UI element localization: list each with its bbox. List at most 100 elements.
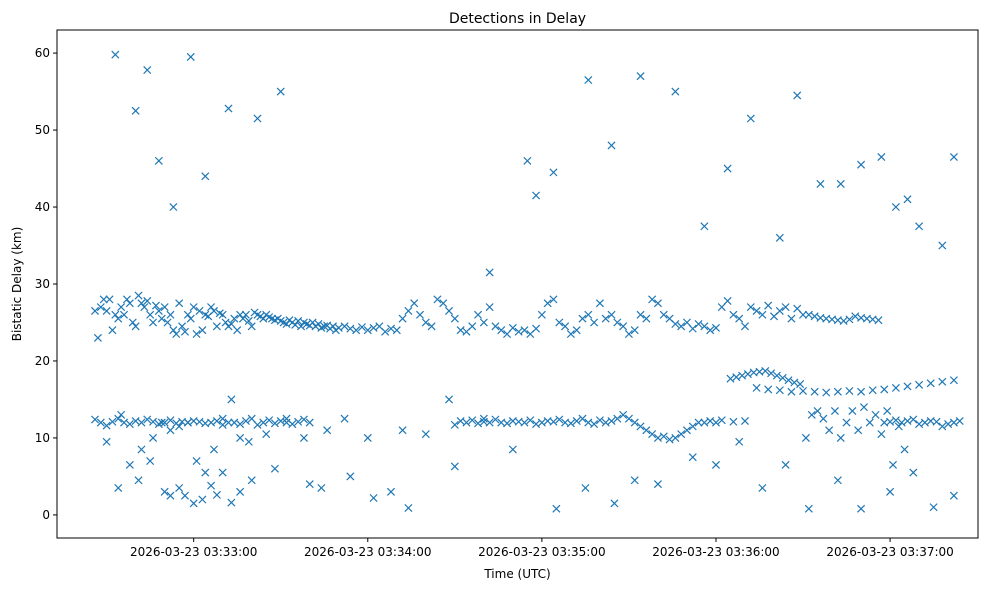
data-point — [224, 418, 233, 427]
data-point — [96, 303, 105, 312]
data-point — [270, 419, 279, 428]
data-point — [735, 314, 744, 323]
data-point — [929, 503, 938, 512]
data-point — [276, 416, 285, 426]
data-point — [949, 152, 958, 162]
data-point — [233, 326, 242, 335]
data-point — [886, 417, 895, 426]
data-point — [218, 310, 227, 319]
data-point — [270, 464, 279, 473]
data-point — [949, 491, 958, 500]
data-point — [903, 416, 912, 426]
data-point — [317, 483, 326, 492]
data-point — [282, 319, 291, 329]
data-point — [552, 504, 561, 513]
data-point — [244, 316, 253, 325]
data-point — [328, 322, 337, 331]
data-point — [253, 114, 262, 123]
data-point — [520, 326, 529, 335]
data-point — [241, 416, 250, 426]
y-axis-label: Bistatic Delay (km) — [10, 227, 24, 342]
data-point — [291, 320, 300, 329]
data-point — [630, 476, 639, 485]
data-point — [865, 418, 874, 427]
data-point — [209, 306, 219, 315]
data-point — [192, 457, 201, 466]
data-point — [810, 387, 819, 396]
data-point — [738, 371, 747, 380]
data-point — [859, 403, 868, 412]
data-point — [877, 430, 886, 439]
data-point — [682, 426, 691, 435]
data-point — [729, 417, 738, 426]
data-point — [799, 310, 808, 319]
data-point — [743, 370, 752, 379]
data-point — [877, 152, 886, 162]
data-point — [949, 376, 958, 385]
data-point — [108, 326, 117, 335]
y-tick-label: 50 — [35, 123, 50, 137]
data-point — [523, 156, 532, 165]
data-point — [166, 426, 175, 435]
data-point — [230, 418, 239, 427]
chart-title: Detections in Delay — [449, 11, 586, 27]
data-point — [297, 322, 306, 331]
data-point — [549, 417, 558, 426]
data-point — [120, 310, 129, 319]
data-point — [874, 316, 883, 325]
data-point — [259, 314, 268, 323]
data-point — [346, 472, 355, 481]
data-point — [175, 299, 184, 308]
data-point — [804, 504, 813, 513]
data-point — [671, 319, 680, 329]
data-point — [346, 324, 355, 333]
data-point — [778, 373, 787, 382]
data-point — [764, 385, 773, 394]
data-point — [90, 306, 100, 315]
x-axis-label: Time (UTC) — [483, 567, 550, 581]
data-point — [125, 460, 134, 469]
data-point — [688, 422, 697, 431]
data-point — [801, 433, 810, 442]
data-point — [909, 468, 918, 477]
data-point — [915, 420, 924, 429]
data-point — [561, 322, 570, 331]
data-point — [111, 310, 120, 319]
data-point — [265, 416, 274, 425]
data-point — [830, 406, 839, 416]
data-point — [900, 445, 909, 454]
data-point — [775, 233, 784, 242]
data-point — [508, 323, 517, 332]
data-point — [218, 468, 227, 477]
x-tick-label: 2026-03-23 03:34:00 — [304, 545, 431, 559]
data-point — [688, 453, 697, 462]
data-point — [807, 410, 816, 419]
data-point — [236, 433, 245, 442]
data-point — [566, 419, 575, 428]
data-point — [677, 430, 686, 439]
data-point — [195, 306, 204, 315]
data-point — [334, 323, 343, 332]
data-point — [456, 326, 465, 335]
y-axis: 0 10 20 30 40 50 60 — [35, 46, 57, 522]
data-point — [456, 416, 465, 426]
data-point — [450, 314, 459, 323]
data-point — [183, 418, 192, 427]
data-point — [404, 306, 413, 315]
data-point — [825, 426, 834, 435]
data-point — [131, 106, 140, 115]
data-point — [421, 430, 430, 439]
data-point — [201, 468, 210, 477]
data-point — [787, 387, 796, 396]
data-point — [392, 326, 401, 335]
data-point — [790, 378, 799, 387]
data-point — [166, 310, 175, 319]
data-point — [822, 388, 831, 397]
data-point — [868, 386, 877, 395]
data-point — [653, 480, 662, 489]
data-point — [891, 383, 900, 392]
data-point — [450, 420, 459, 429]
data-point — [833, 476, 842, 485]
data-point — [143, 65, 152, 75]
data-point — [352, 326, 361, 335]
